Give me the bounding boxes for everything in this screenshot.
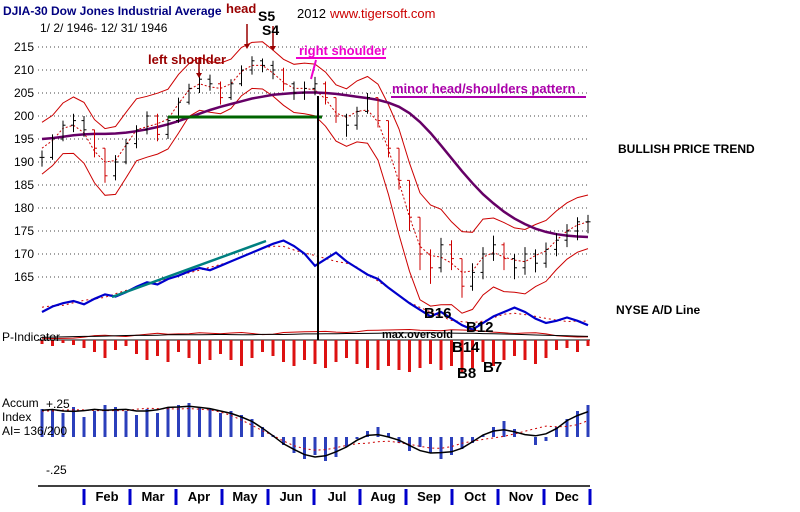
month-label: Mar — [141, 489, 164, 504]
head-arrow-right-head — [270, 46, 276, 51]
annotation-b12: B12 — [466, 319, 494, 336]
price-candles — [39, 56, 591, 298]
index-label: Index — [2, 410, 32, 424]
month-axis: Feb Mar Apr May Jun Jul Aug Sep Oct Nov Dec — [38, 485, 592, 505]
month-label: Oct — [464, 489, 486, 504]
price-tick-label: 190 — [14, 155, 34, 169]
month-label: Sep — [417, 489, 441, 504]
price-tick-label: 175 — [14, 224, 34, 238]
price-tick-label: 170 — [14, 247, 34, 261]
month-separator — [266, 489, 270, 505]
watermark-url: www.tigersoft.com — [330, 6, 436, 21]
ad-trendline — [111, 239, 267, 299]
price-grid: 215 210 205 200 195 190 185 180 175 170 165 — [14, 40, 590, 284]
month-separator — [450, 489, 454, 505]
annotation-right-shoulder: right shoulder — [299, 43, 387, 58]
bullish-trend-label: BULLISH PRICE TREND — [618, 142, 755, 156]
month-label: Jun — [279, 489, 302, 504]
left-shoulder-arrow-head — [196, 73, 202, 78]
price-tick-label: 180 — [14, 201, 34, 215]
chart-date-range: 1/ 2/ 1946- 12/ 31/ 1946 — [40, 21, 168, 35]
month-separator — [174, 489, 178, 505]
accum-index-pane — [40, 403, 590, 461]
annotation-max-oversold: max.oversold — [382, 329, 453, 341]
watermark-year: 2012 — [297, 6, 326, 21]
month-label: Jul — [328, 489, 347, 504]
accum-label: Accum — [2, 396, 39, 410]
ai-value-label: AI= 136/200 — [2, 424, 68, 438]
month-separator — [128, 489, 132, 505]
purple-ma-line — [41, 91, 589, 239]
month-separator — [358, 489, 362, 505]
annotation-head: head — [226, 1, 257, 16]
right-shoulder-pointer — [310, 59, 317, 80]
month-label: Dec — [555, 489, 579, 504]
price-tick-label: 205 — [14, 86, 34, 100]
month-label: Apr — [188, 489, 210, 504]
annotation-b7: B7 — [483, 359, 503, 376]
annotation-s5: S5 — [258, 8, 276, 24]
month-separator — [542, 489, 546, 505]
nyse-ad-line-label: NYSE A/D Line — [616, 303, 701, 317]
month-label: Nov — [509, 489, 534, 504]
price-tick-label: 195 — [14, 132, 34, 146]
annotation-left-shoulder: left shoulder — [148, 52, 227, 67]
annotation-minor-head-shoulders-pattern: minor head/shoulders pattern — [392, 81, 576, 96]
annotation-s4: S4 — [262, 22, 280, 38]
month-separator — [496, 489, 500, 505]
chart-title: DJIA-30 Dow Jones Industrial Average — [3, 4, 222, 18]
month-label: Aug — [370, 489, 395, 504]
month-separator — [82, 489, 86, 505]
price-tick-label: 210 — [14, 63, 34, 77]
price-tick-label: 215 — [14, 40, 34, 54]
annotation-arrows — [196, 24, 276, 78]
overlay-lines — [111, 57, 586, 340]
price-tick-label: 185 — [14, 178, 34, 192]
price-tick-label: 165 — [14, 270, 34, 284]
price-tick-label: 200 — [14, 109, 34, 123]
month-separator — [404, 489, 408, 505]
p-indicator-pane — [38, 328, 590, 372]
annotation-b16: B16 — [424, 305, 452, 322]
accum-plus-tick: +.25 — [46, 397, 70, 411]
annotation-b8: B8 — [457, 365, 477, 382]
month-separator — [312, 489, 316, 505]
month-separator — [588, 489, 592, 505]
head-arrow-left-head — [244, 44, 250, 49]
accum-minus-tick: -.25 — [46, 463, 67, 477]
p-indicator-label: P-Indicator — [2, 330, 61, 344]
month-label: May — [232, 489, 258, 504]
month-separator — [220, 489, 224, 505]
annotation-b14: B14 — [452, 339, 480, 356]
month-label: Feb — [95, 489, 118, 504]
